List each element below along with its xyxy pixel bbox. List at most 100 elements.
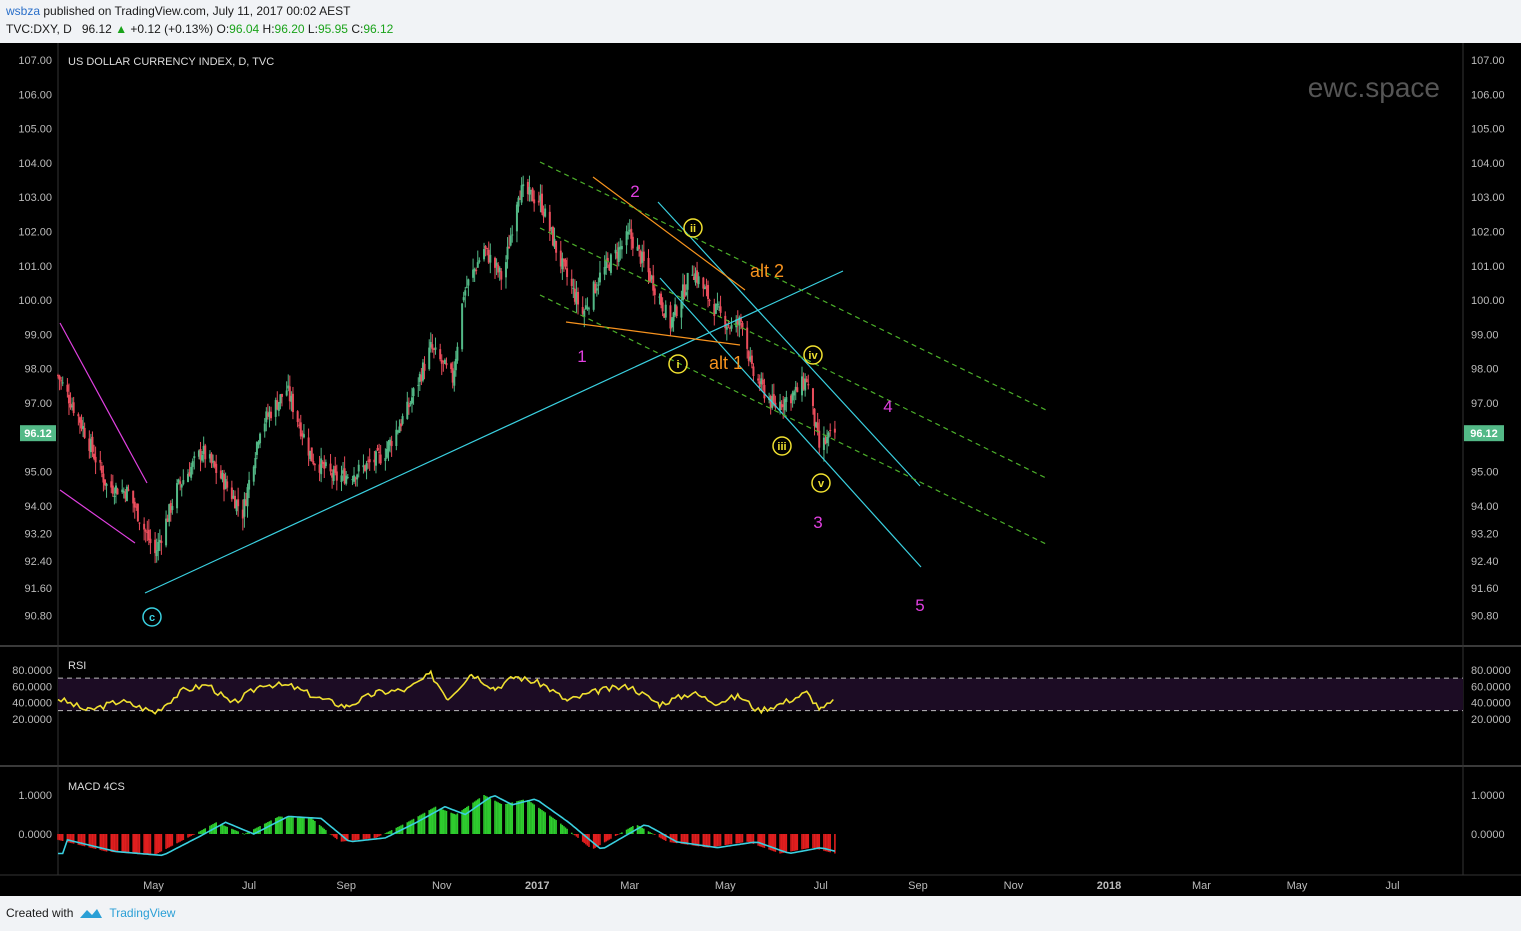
macd-bar xyxy=(423,812,426,834)
candle-body xyxy=(461,303,464,350)
macd-bar xyxy=(586,834,589,846)
candle-body xyxy=(674,304,677,315)
candle-body xyxy=(379,454,382,464)
candle-body xyxy=(431,344,434,350)
candle-body xyxy=(389,439,392,445)
tradingview-link[interactable]: TradingView xyxy=(109,906,176,920)
candle-body xyxy=(566,268,569,278)
candle-body xyxy=(226,481,229,488)
macd-bar xyxy=(522,799,525,834)
candle-body xyxy=(522,184,525,187)
trendline-cyan-support xyxy=(144,270,844,594)
candle-body xyxy=(827,432,830,438)
macd-bar xyxy=(533,804,535,834)
candle-body xyxy=(747,351,750,362)
macd-bar xyxy=(292,817,294,834)
macd-bar xyxy=(672,834,675,843)
macd-bar xyxy=(508,803,510,834)
macd-bar xyxy=(90,834,92,848)
macd-bar xyxy=(487,797,490,834)
macd-bar xyxy=(467,805,470,834)
candle-body xyxy=(467,279,470,286)
y-tick-label-left: 93.20 xyxy=(24,528,52,540)
candle-body xyxy=(494,257,497,268)
macd-bar xyxy=(585,834,587,845)
low-label: L: xyxy=(307,22,318,36)
macd-bar xyxy=(542,811,545,834)
candle-body xyxy=(559,250,562,267)
candle-body xyxy=(241,509,244,519)
macd-bar xyxy=(168,834,171,848)
macd-bar xyxy=(226,826,228,834)
x-tick-label: Sep xyxy=(336,880,356,892)
candle-body xyxy=(318,464,321,473)
macd-bar xyxy=(148,834,150,856)
macd-bar xyxy=(625,829,628,834)
macd-bar xyxy=(276,817,279,834)
macd-bar xyxy=(453,813,456,834)
macd-bar xyxy=(365,834,368,839)
macd-bar xyxy=(738,834,741,843)
wave-label-i: i xyxy=(676,359,679,371)
macd-bar xyxy=(730,834,733,845)
candle-body xyxy=(105,483,108,486)
candle-body xyxy=(489,254,492,263)
macd-bar xyxy=(716,834,719,847)
wave-label-5: 5 xyxy=(915,596,924,615)
macd-bar xyxy=(829,834,832,853)
candle-body xyxy=(801,376,804,396)
macd-bar xyxy=(321,827,324,834)
macd-bar xyxy=(718,834,720,847)
candle-body xyxy=(453,370,456,386)
macd-bar xyxy=(606,834,609,841)
macd-bar xyxy=(630,826,633,834)
macd-bar xyxy=(473,801,476,834)
macd-bar xyxy=(345,834,348,842)
macd-bar xyxy=(379,834,382,836)
candle-body xyxy=(367,460,370,462)
candle-body xyxy=(265,411,268,423)
macd-bar xyxy=(356,834,358,840)
candle-body xyxy=(813,408,816,427)
candle-body xyxy=(263,423,266,432)
candle-body xyxy=(100,465,103,473)
macd-bar xyxy=(378,834,380,837)
macd-bar xyxy=(155,834,158,854)
candle-body xyxy=(796,387,799,393)
candle-body xyxy=(57,375,59,377)
candle-body xyxy=(125,486,128,502)
candle-body xyxy=(188,472,191,477)
candle-body xyxy=(703,287,706,290)
candle-body xyxy=(321,461,324,464)
macd-bar xyxy=(658,834,661,838)
wave-label-1: 1 xyxy=(577,347,586,366)
candle-body xyxy=(356,474,359,480)
candle-body xyxy=(346,476,349,478)
candle-body xyxy=(155,550,158,557)
y-tick-label-left: 101.00 xyxy=(18,261,52,273)
macd-bar xyxy=(715,834,717,847)
macd-bar xyxy=(72,834,75,844)
candle-body xyxy=(103,479,106,486)
y-tick-label-right: 100.00 xyxy=(1471,295,1505,307)
macd-bar xyxy=(303,817,305,834)
macd-bar xyxy=(804,834,806,849)
candle-body xyxy=(230,487,233,500)
macd-bar xyxy=(121,834,124,853)
y-tick-label-right: 104.00 xyxy=(1471,158,1505,170)
candle-body xyxy=(572,287,575,289)
candle-body xyxy=(478,260,481,262)
candle-body xyxy=(255,442,258,455)
macd-bar xyxy=(505,803,507,834)
chart-svg[interactable]: 107.00 107.00 106.00 106.00 105.00 105.00 104.… xyxy=(0,43,1521,896)
author-link[interactable]: wsbza xyxy=(6,4,41,18)
macd-bar xyxy=(122,834,125,853)
x-tick-label: Mar xyxy=(1192,880,1211,892)
candle-body xyxy=(769,395,772,408)
candle-body xyxy=(714,304,717,314)
x-tick-label: May xyxy=(1287,880,1308,892)
rsi-band-fill xyxy=(58,678,1463,711)
chart-area[interactable]: 107.00 107.00 106.00 106.00 105.00 105.00 104.… xyxy=(0,43,1521,896)
symbol-label: TVC:DXY, D xyxy=(6,22,72,36)
candle-body xyxy=(213,461,216,467)
